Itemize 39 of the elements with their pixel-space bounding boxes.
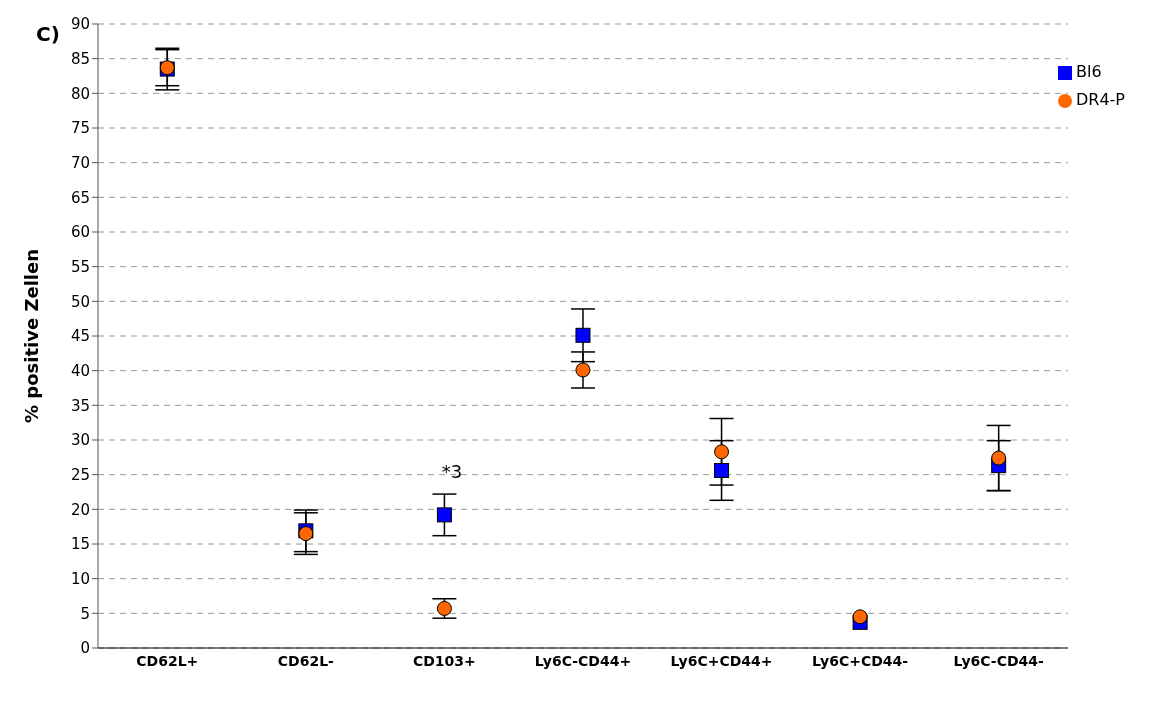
y-tick-label: 70	[70, 153, 90, 172]
y-tick-label: 15	[70, 535, 90, 554]
legend-label: Bl6	[1075, 62, 1102, 81]
y-tick-label: 75	[70, 119, 90, 138]
y-tick-label: 0	[80, 639, 90, 658]
point	[436, 507, 452, 523]
point	[714, 444, 730, 460]
point	[575, 327, 591, 343]
y-tick-label: 40	[70, 361, 90, 380]
x-tick-label: CD103+	[412, 652, 476, 669]
y-tick-label: 35	[70, 396, 90, 415]
y-tick-label: 65	[70, 188, 90, 207]
y-tick-label: 90	[70, 15, 90, 34]
y-tick-label: 25	[70, 465, 90, 484]
y-tick-label: 20	[70, 500, 90, 519]
y-tick-label: 10	[70, 569, 90, 588]
point	[991, 450, 1007, 466]
y-tick-label: 80	[70, 84, 90, 103]
chart-title: C)	[36, 22, 60, 46]
y-tick-label: 60	[70, 223, 90, 242]
y-axis-title: % positive Zellen	[21, 248, 43, 424]
x-tick-label: Ly6C-CD44-	[953, 652, 1045, 669]
point	[436, 600, 452, 616]
x-tick-label: Ly6C+CD44-	[812, 652, 909, 669]
legend-label: DR4-P	[1075, 90, 1125, 109]
y-tick-label: 30	[70, 431, 90, 450]
y-tick-label: 85	[70, 49, 90, 68]
point	[852, 609, 868, 625]
y-tick-label: 50	[70, 292, 90, 311]
point	[575, 362, 591, 378]
x-tick-label: Ly6C-CD44+	[534, 652, 632, 669]
x-tick-label: CD62L-	[277, 652, 335, 669]
y-tick-label: 5	[80, 604, 90, 623]
y-tick-label: 45	[70, 327, 90, 346]
point	[714, 463, 730, 479]
y-tick-label: 55	[70, 257, 90, 276]
annotation: *3	[441, 461, 463, 482]
x-tick-label: CD62L+	[136, 652, 199, 669]
x-tick-label: Ly6C+CD44+	[670, 652, 773, 669]
